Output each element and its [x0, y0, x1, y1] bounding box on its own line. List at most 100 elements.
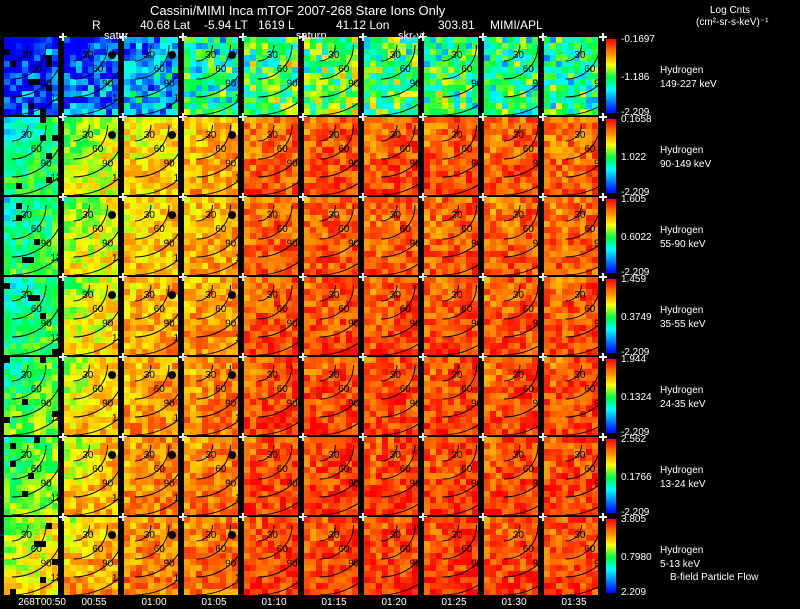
- contour-label: 30: [205, 210, 217, 221]
- contour-label: 60: [31, 304, 43, 315]
- contour-label: 30: [390, 290, 402, 301]
- panel-r1-c3: 30 60 90 120: [184, 113, 267, 196]
- contour-label: 90: [594, 559, 606, 570]
- colorbar-3: [606, 279, 616, 353]
- contour-label: 60: [92, 464, 104, 475]
- b-field-flow-label: B-field Particle Flow: [670, 572, 759, 583]
- contour-label: 30: [390, 530, 402, 541]
- contour-label: 30: [451, 50, 463, 61]
- contour-label: 90: [471, 239, 483, 250]
- energy-label-1: 90-149 keV: [660, 159, 712, 170]
- contour-label: 30: [205, 130, 217, 141]
- energy-label-2: 55-90 keV: [660, 239, 706, 250]
- contour-label: 30: [267, 50, 279, 61]
- panel-r5-c1: 30 60 90 120: [64, 433, 144, 516]
- contour-label: 30: [21, 130, 33, 141]
- contour-label: 90: [41, 319, 53, 330]
- contour-label: 30: [513, 290, 525, 301]
- colorbar-mid-1: 1.022: [621, 152, 647, 163]
- energy-label-3: 35-55 keV: [660, 319, 706, 330]
- panel-r3-c2: 30 60 90 120: [124, 273, 206, 356]
- contour-label: 30: [513, 370, 525, 381]
- panel-r2-c1: 30 60 90 120: [64, 193, 144, 276]
- contour-label: 60: [338, 224, 350, 235]
- time-tick-0: 268T00:50: [18, 597, 66, 608]
- panel-r2-c3: 30 60 90 120: [184, 193, 267, 276]
- time-tick-2: 01:00: [141, 597, 167, 608]
- panel-r1-c1: 30 60 90 120: [64, 113, 144, 196]
- contour-label: 30: [574, 130, 586, 141]
- panel-r5-c3: 30 60 90 120: [184, 433, 267, 516]
- contour-label: 30: [21, 530, 33, 541]
- contour-label: 30: [328, 290, 340, 301]
- contour-label: 30: [205, 370, 217, 381]
- l-readout: 1619 L: [258, 18, 295, 32]
- time-tick-8: 01:30: [501, 597, 527, 608]
- contour-label: 120: [51, 253, 68, 264]
- colorbar-mid-5: 0.1766: [621, 472, 652, 483]
- contour-label: 60: [338, 304, 350, 315]
- time-tick-6: 01:20: [381, 597, 407, 608]
- misc-readout: 303.81: [438, 18, 475, 32]
- contour-label: 30: [513, 130, 525, 141]
- time-tick-3: 01:05: [201, 597, 227, 608]
- colorbar-min-3: -2.209: [621, 347, 650, 358]
- contour-label: 60: [31, 464, 43, 475]
- contour-label: 60: [215, 544, 227, 555]
- panel-r1-c0: 30 60 90 120: [4, 113, 83, 196]
- contour-label: 30: [205, 50, 217, 61]
- contour-label: 30: [574, 210, 586, 221]
- body-label-skr: skr-vt: [398, 30, 425, 42]
- lt-readout: -5.94 LT: [204, 18, 248, 32]
- contour-label: 90: [533, 319, 545, 330]
- colorbar-max-1: 0.1658: [621, 114, 652, 125]
- contour-label: 120: [51, 493, 68, 504]
- colorbar-max-0: -0.1697: [621, 34, 655, 45]
- contour-label: 30: [451, 210, 463, 221]
- contour-label: 30: [205, 450, 217, 461]
- contour-label: 90: [533, 559, 545, 570]
- instrument-label: MIMI/APL: [490, 18, 543, 32]
- contour-label: 60: [584, 464, 596, 475]
- contour-label: 60: [154, 224, 166, 235]
- panel-r4-c1: 30 60 90 120: [64, 353, 144, 436]
- contour-label: 90: [594, 159, 606, 170]
- contour-label: 30: [451, 130, 463, 141]
- time-tick-9: 01:35: [561, 597, 587, 608]
- contour-label: 90: [164, 159, 176, 170]
- r-label: R: [92, 18, 101, 32]
- contour-label: 30: [21, 50, 33, 61]
- contour-label: 60: [523, 64, 535, 75]
- contour-label: 30: [82, 370, 94, 381]
- contour-label: 30: [513, 530, 525, 541]
- contour-label: 90: [533, 399, 545, 410]
- contour-label: 30: [574, 530, 586, 541]
- contour-label: 60: [400, 64, 412, 75]
- contour-label: 120: [112, 493, 129, 504]
- contour-label: 60: [215, 464, 227, 475]
- contour-label: 30: [144, 50, 156, 61]
- time-tick-1: 00:55: [81, 597, 107, 608]
- time-tick-5: 01:15: [321, 597, 347, 608]
- colorbar-max-6: 3.805: [621, 514, 647, 525]
- colorbar-0: [606, 39, 616, 113]
- contour-label: 90: [102, 159, 114, 170]
- colorbar-max-4: 1.944: [621, 354, 647, 365]
- contour-label: 90: [164, 479, 176, 490]
- contour-label: 90: [41, 559, 53, 570]
- contour-label: 60: [584, 304, 596, 315]
- contour-label: 90: [102, 479, 114, 490]
- contour-label: 120: [235, 93, 252, 104]
- contour-label: 60: [584, 144, 596, 155]
- contour-label: 120: [235, 173, 252, 184]
- contour-label: 30: [513, 50, 525, 61]
- contour-label: 30: [328, 130, 340, 141]
- contour-label: 60: [400, 304, 412, 315]
- contour-label: 60: [584, 64, 596, 75]
- contour-label: 60: [400, 144, 412, 155]
- contour-label: 90: [410, 159, 422, 170]
- contour-label: 30: [82, 130, 94, 141]
